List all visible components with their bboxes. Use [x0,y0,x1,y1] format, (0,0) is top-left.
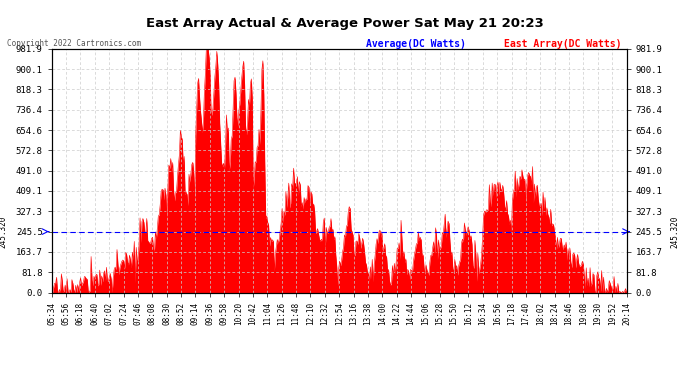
Text: 245.320: 245.320 [0,215,8,248]
Text: East Array(DC Watts): East Array(DC Watts) [504,39,621,50]
Text: East Array Actual & Average Power Sat May 21 20:23: East Array Actual & Average Power Sat Ma… [146,17,544,30]
Text: 245.320: 245.320 [671,215,680,248]
Text: Average(DC Watts): Average(DC Watts) [366,39,466,50]
Text: Copyright 2022 Cartronics.com: Copyright 2022 Cartronics.com [7,39,141,48]
